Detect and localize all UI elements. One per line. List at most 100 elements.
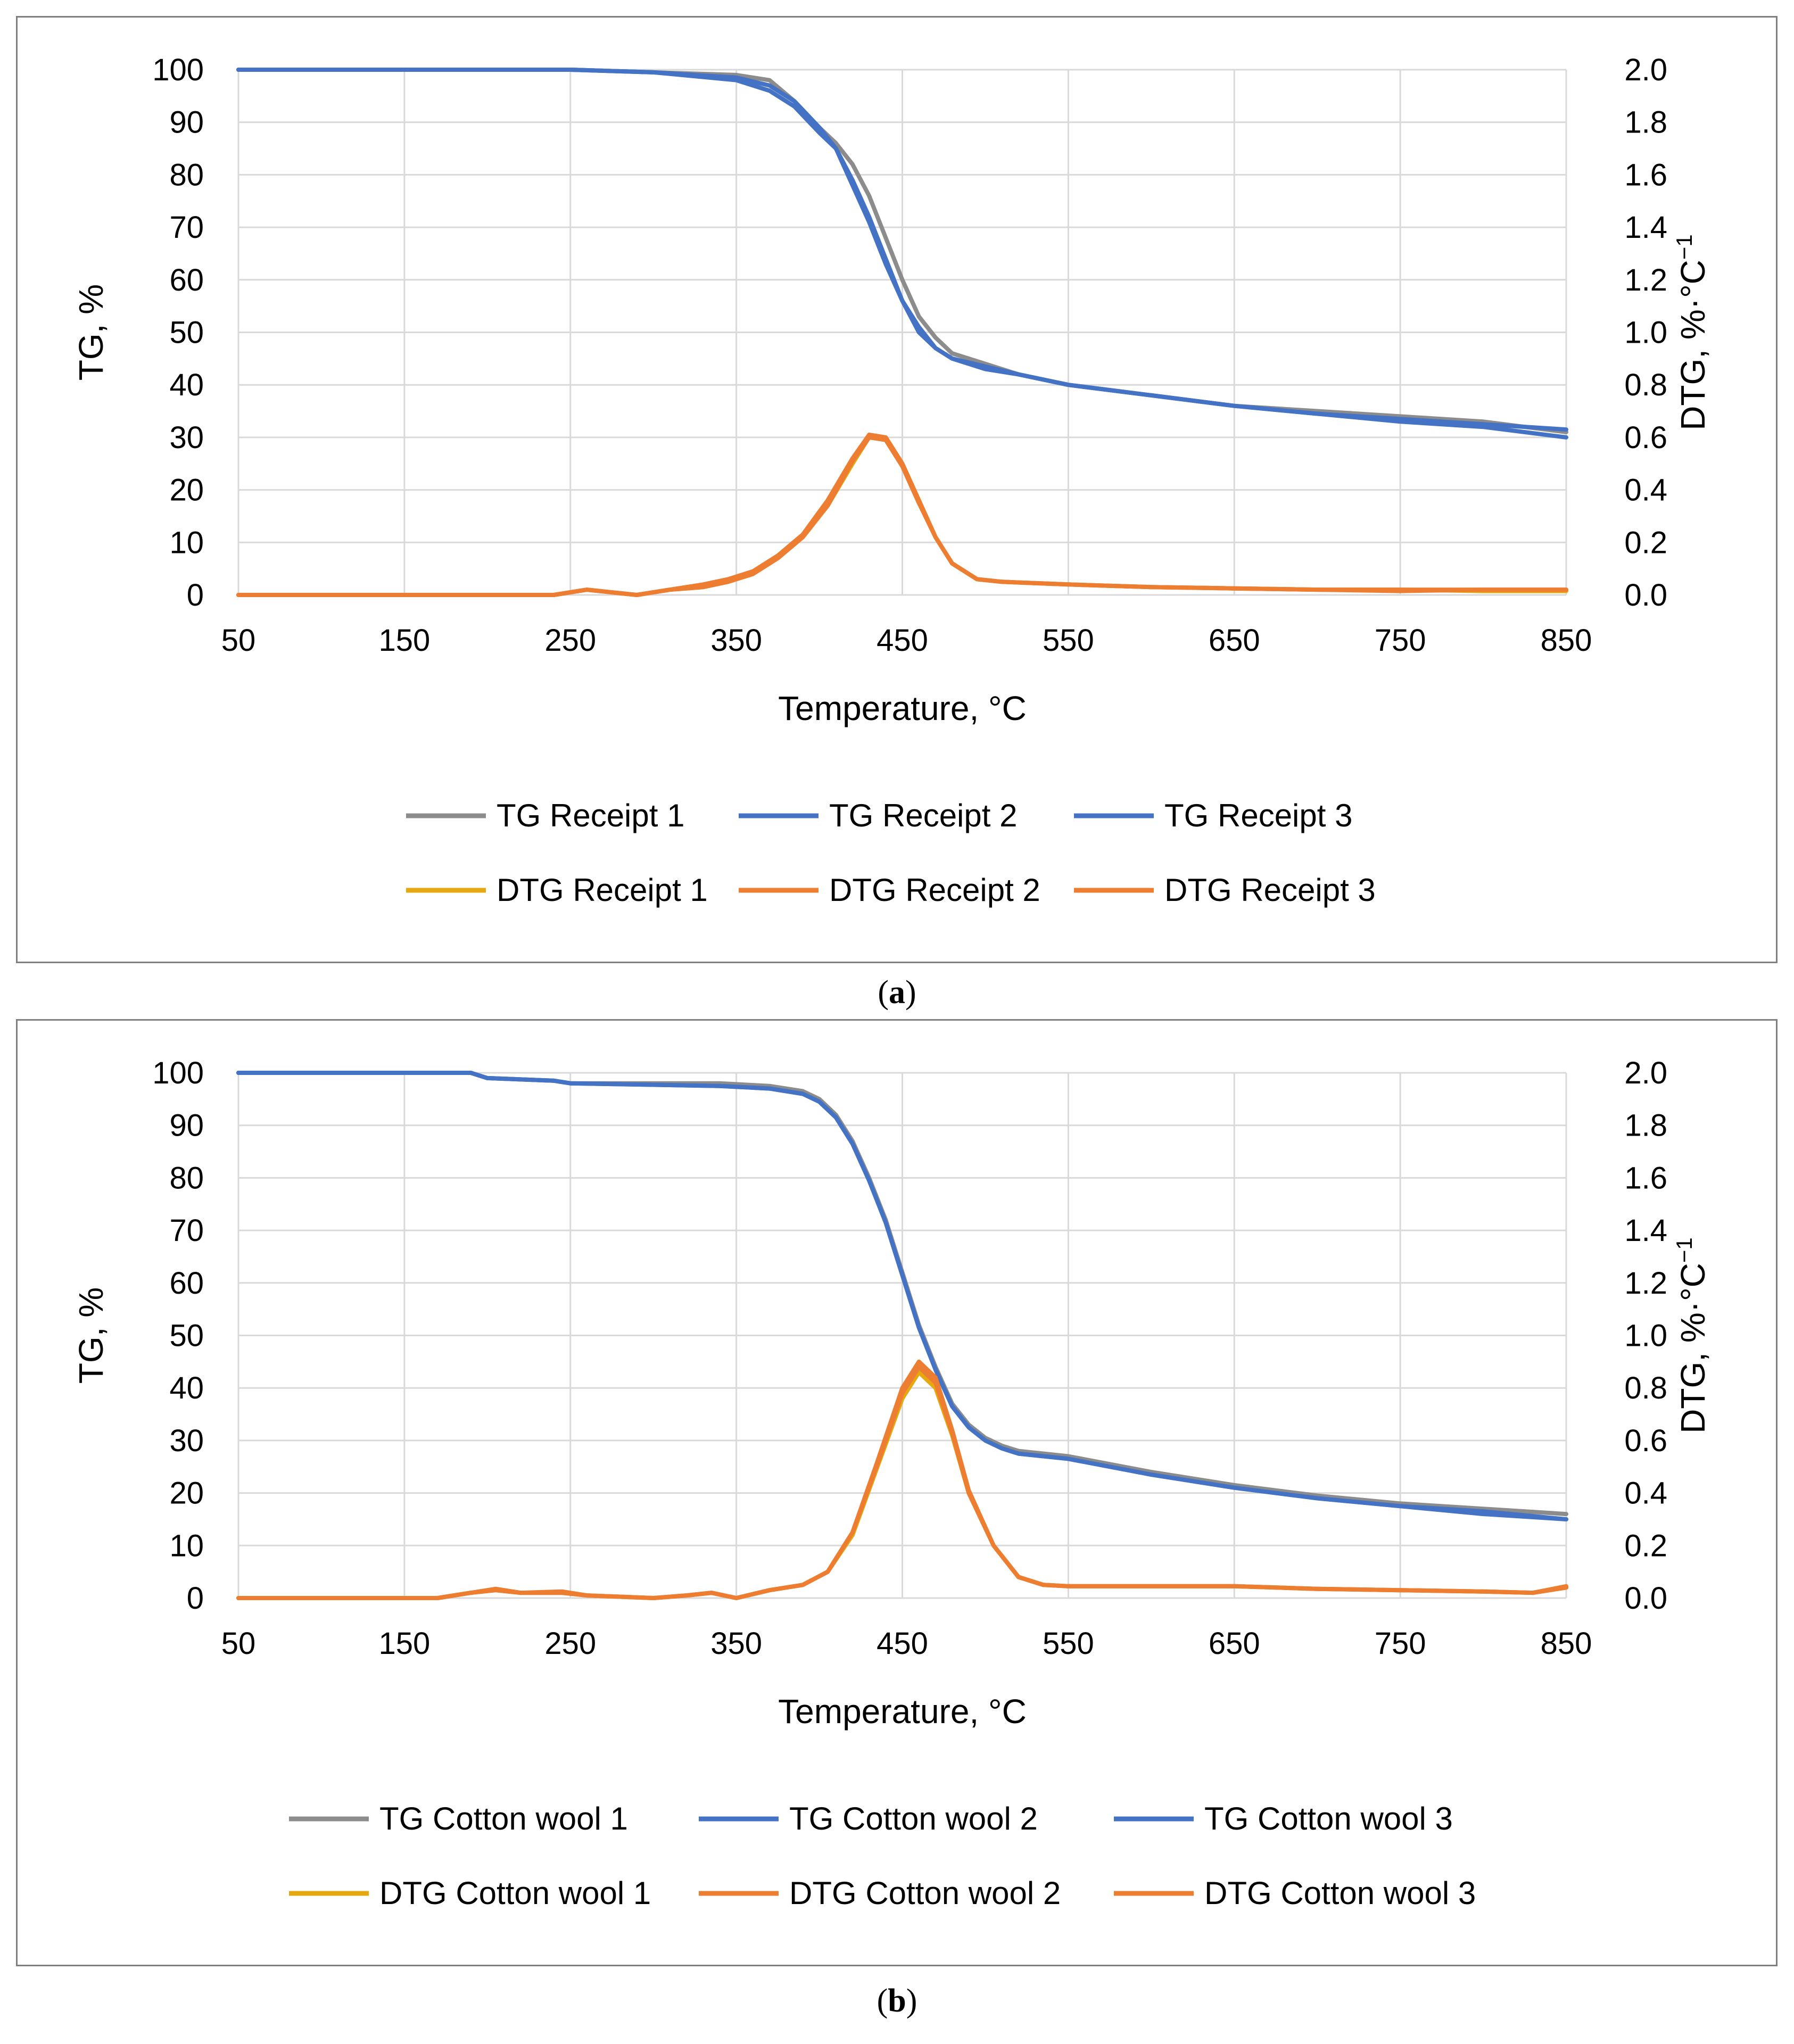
x-tick-label: 150: [378, 1626, 430, 1661]
y-tick-label: 50: [169, 316, 204, 350]
x-tick-label: 750: [1375, 623, 1426, 658]
legend-label: DTG Cotton wool 3: [1204, 1875, 1476, 1911]
legend-label: TG Receipt 2: [829, 798, 1017, 833]
x-tick-label: 450: [877, 1626, 928, 1661]
x-tick-label: 350: [710, 623, 762, 658]
legend-label: TG Cotton wool 2: [789, 1801, 1038, 1836]
legend-label: DTG Cotton wool 2: [789, 1875, 1061, 1911]
y2-tick-label: 1.0: [1624, 316, 1667, 350]
y-axis-title: TG, %: [72, 284, 110, 380]
y-tick-label: 60: [169, 263, 204, 297]
chart-a-series: [236, 68, 1568, 597]
y2-tick-label: 0.4: [1624, 473, 1667, 508]
legend-label: TG Receipt 3: [1164, 798, 1352, 833]
y-tick-label: 0: [187, 578, 204, 613]
caption-b: (b): [877, 1983, 917, 2019]
y2-tick-label: 0.6: [1624, 1424, 1667, 1458]
y2-tick-label: 0.2: [1624, 525, 1667, 560]
series-line-dtg-cotton-wool-3: [236, 1364, 1568, 1600]
x-tick-label: 650: [1209, 1626, 1260, 1661]
legend-label: DTG Receipt 2: [829, 872, 1040, 908]
caption-a-label: a: [889, 974, 905, 1011]
chart-b-legend: TG Cotton wool 1 TG Cotton wool 2 TG Cotto…: [289, 1801, 1476, 1911]
y2-tick-label: 1.4: [1624, 1213, 1667, 1248]
chart-a-grid: [237, 69, 1567, 596]
chart-panel-b: 50 150 250 350 450 550 650 750 850 0 10 20 30 40 50 60 7…: [16, 1019, 1778, 1966]
y2-tick-label: 0.4: [1624, 1476, 1667, 1511]
y-tick-label: 100: [152, 1056, 204, 1090]
y-tick-label: 100: [152, 53, 204, 87]
x-tick-label: 450: [877, 623, 928, 658]
caption-a: (a): [878, 974, 916, 1011]
x-tick-label: 250: [544, 623, 596, 658]
y2-tick-label: 0.6: [1624, 420, 1667, 455]
y2-tick-label: 0.2: [1624, 1528, 1667, 1563]
y-tick-label: 30: [169, 1424, 204, 1458]
legend-label: DTG Receipt 1: [497, 872, 708, 908]
y-tick-label: 90: [169, 1108, 204, 1143]
y2-tick-label: 1.8: [1624, 105, 1667, 140]
y2-axis-title: DTG, %·°C−1: [1672, 1237, 1712, 1434]
y-tick-label: 30: [169, 420, 204, 455]
y-tick-label: 40: [169, 368, 204, 402]
chart-panel-a: 50 150 250 350 450 550 650 750 850 0 10 20 30 40 50 60 7…: [16, 16, 1778, 963]
y2-tick-label: 2.0: [1624, 53, 1667, 87]
y-tick-label: 10: [169, 525, 204, 560]
legend-label: TG Cotton wool 3: [1204, 1801, 1453, 1836]
y-tick-label: 80: [169, 158, 204, 192]
x-tick-label: 50: [221, 623, 256, 658]
legend-label: TG Receipt 1: [497, 798, 684, 833]
y2-tick-label: 1.8: [1624, 1108, 1667, 1143]
y2-axis-title-superscript: −1: [1672, 1237, 1697, 1263]
y-axis-title: TG, %: [72, 1287, 110, 1384]
x-tick-label: 150: [378, 623, 430, 658]
y2-tick-label: 0.0: [1624, 578, 1667, 613]
y2-tick-label: 1.4: [1624, 210, 1667, 245]
series-line-tg-cotton-wool-3: [236, 1071, 1568, 1521]
x-tick-label: 50: [221, 1626, 256, 1661]
y-tick-label: 40: [169, 1371, 204, 1405]
y-tick-label: 70: [169, 1213, 204, 1248]
y-tick-label: 60: [169, 1266, 204, 1301]
x-tick-label: 850: [1541, 1626, 1592, 1661]
chart-a-svg: 50 150 250 350 450 550 650 750 850 0 10 20 30 40 50 60 7…: [72, 53, 1712, 908]
legend-label: TG Cotton wool 1: [379, 1801, 628, 1836]
y-tick-label: 20: [169, 473, 204, 508]
x-tick-label: 650: [1209, 623, 1260, 658]
series-line-dtg-receipt-3: [236, 435, 1568, 597]
x-tick-label: 350: [710, 1626, 762, 1661]
y-tick-label: 80: [169, 1161, 204, 1195]
y2-tick-label: 1.2: [1624, 1266, 1667, 1301]
y-tick-label: 70: [169, 210, 204, 245]
x-axis-title: Temperature, °C: [778, 1692, 1027, 1731]
chart-b-grid: [237, 1072, 1567, 1599]
y2-tick-label: 0.8: [1624, 1371, 1667, 1405]
y-tick-label: 20: [169, 1476, 204, 1511]
y2-tick-label: 0.0: [1624, 1581, 1667, 1616]
legend-label: DTG Receipt 3: [1164, 872, 1376, 908]
legend-label: DTG Cotton wool 1: [379, 1875, 651, 1911]
y2-axis-title: DTG, %·°C−1: [1672, 234, 1712, 431]
x-tick-label: 550: [1043, 623, 1094, 658]
y2-axis-title-text: DTG, %·°C: [1674, 260, 1712, 431]
y2-axis-title-superscript: −1: [1672, 234, 1697, 260]
series-line-tg-receipt-3: [236, 68, 1568, 440]
x-tick-label: 750: [1375, 1626, 1426, 1661]
y2-tick-label: 1.2: [1624, 263, 1667, 297]
x-tick-label: 850: [1541, 623, 1592, 658]
y2-tick-label: 1.6: [1624, 158, 1667, 192]
y2-tick-label: 1.6: [1624, 1161, 1667, 1195]
y-tick-label: 50: [169, 1319, 204, 1353]
y-tick-label: 90: [169, 105, 204, 140]
y2-tick-label: 1.0: [1624, 1319, 1667, 1353]
x-tick-label: 250: [544, 1626, 596, 1661]
x-tick-label: 550: [1043, 1626, 1094, 1661]
chart-a-legend: TG Receipt 1 TG Receipt 2 TG Receipt 3 DTG …: [406, 798, 1376, 908]
y-tick-label: 0: [187, 1581, 204, 1616]
y2-tick-label: 0.8: [1624, 368, 1667, 402]
y-tick-label: 10: [169, 1528, 204, 1563]
caption-b-label: b: [888, 1983, 906, 2019]
chart-b-series: [236, 1071, 1568, 1600]
y2-axis-title-text: DTG, %·°C: [1674, 1263, 1712, 1434]
chart-b-svg: 50 150 250 350 450 550 650 750 850 0 10 20 30 40 50 60 7…: [72, 1056, 1712, 1911]
